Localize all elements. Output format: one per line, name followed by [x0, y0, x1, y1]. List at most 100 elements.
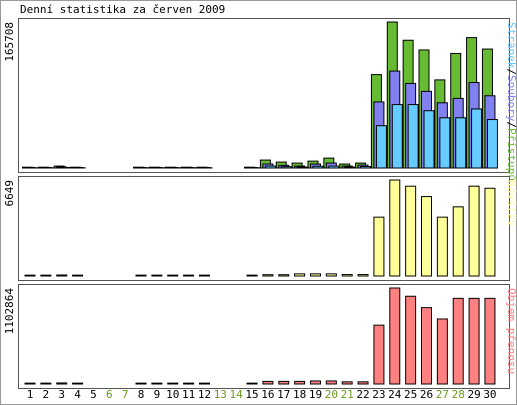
- bar: [471, 108, 483, 169]
- bar: [375, 125, 387, 169]
- x-tick-label: 6: [106, 388, 113, 401]
- bar: [484, 297, 496, 385]
- bar: [436, 216, 448, 277]
- x-tick-label: 4: [74, 388, 81, 401]
- bar: [341, 381, 353, 385]
- bar: [325, 380, 337, 385]
- x-tick-label: 1: [27, 388, 34, 401]
- bar: [294, 273, 306, 277]
- bar: [262, 380, 274, 385]
- bar: [246, 382, 258, 385]
- bar: [405, 185, 417, 277]
- bar: [389, 179, 401, 277]
- bar: [72, 274, 84, 277]
- bar: [468, 297, 480, 385]
- bar: [183, 382, 195, 385]
- bar: [405, 295, 417, 385]
- bar: [423, 110, 435, 169]
- bar: [280, 166, 292, 169]
- bar: [455, 117, 467, 169]
- x-tick-label: 26: [420, 388, 433, 401]
- x-tick-label: 27: [436, 388, 449, 401]
- bar: [421, 307, 432, 385]
- x-tick-label: 12: [198, 388, 211, 401]
- bar: [262, 274, 274, 277]
- x-tick-label: 24: [388, 388, 402, 401]
- legend-entry: Soubory: [505, 75, 517, 122]
- bar: [389, 287, 401, 385]
- bar: [391, 104, 403, 169]
- bar: [264, 165, 276, 169]
- bar: [56, 274, 68, 277]
- x-tick-label: 8: [138, 388, 145, 401]
- x-tick-label: 5: [90, 388, 97, 401]
- bar: [309, 273, 321, 277]
- legend: Stránek/Soubory/Přístupů: [505, 22, 517, 181]
- y-tick-label: 1102864: [3, 288, 16, 335]
- bar: [373, 324, 385, 385]
- legend-entry: Přístupů: [505, 128, 517, 181]
- bar: [24, 382, 36, 385]
- x-tick-label: 19: [309, 388, 322, 401]
- bar: [278, 274, 290, 277]
- x-tick-label: 11: [182, 388, 195, 401]
- legend: Objem přenosu: [505, 288, 517, 374]
- bar: [439, 117, 451, 169]
- bar: [278, 380, 290, 385]
- legend-entry: Objem přenosu: [505, 288, 517, 374]
- bar: [344, 166, 356, 169]
- bar: [436, 318, 448, 385]
- bar: [296, 166, 308, 169]
- x-tick-label: 22: [356, 388, 369, 401]
- bar: [373, 216, 385, 277]
- bar: [40, 274, 52, 277]
- bar: [294, 380, 306, 385]
- bar: [357, 381, 369, 385]
- bar: [198, 274, 210, 277]
- bar: [360, 166, 372, 169]
- bar: [452, 206, 464, 277]
- x-tick-label: 17: [277, 388, 290, 401]
- legend-separator: /: [505, 68, 517, 75]
- bar: [246, 274, 258, 277]
- bar: [325, 273, 337, 277]
- bar: [484, 187, 496, 277]
- x-tick-label: 3: [58, 388, 65, 401]
- bar: [151, 382, 163, 385]
- bar: [198, 382, 210, 385]
- bar: [341, 274, 353, 277]
- bar: [357, 274, 369, 277]
- bar: [312, 165, 324, 169]
- bar: [72, 382, 84, 385]
- bar: [452, 297, 464, 385]
- x-tick-label: 14: [230, 388, 244, 401]
- x-tick-label: 20: [325, 388, 338, 401]
- bar: [151, 274, 163, 277]
- bar: [167, 382, 179, 385]
- x-tick-label: 15: [245, 388, 258, 401]
- x-tick-label: 2: [43, 388, 50, 401]
- bar: [40, 382, 52, 385]
- x-tick-label: 16: [261, 388, 274, 401]
- x-tick-label: 7: [122, 388, 129, 401]
- y-tick-label: 165708: [3, 22, 16, 62]
- bar: [468, 185, 480, 277]
- bar: [167, 274, 179, 277]
- x-tick-label: 29: [467, 388, 480, 401]
- legend-separator: /: [505, 121, 517, 128]
- bar: [183, 274, 195, 277]
- bar: [309, 380, 321, 385]
- x-tick-label: 30: [483, 388, 496, 401]
- x-tick-label: 9: [154, 388, 161, 401]
- panel: [18, 176, 510, 281]
- x-tick-label: 21: [341, 388, 354, 401]
- bar: [24, 274, 36, 277]
- legend: Návštěv: [505, 180, 517, 227]
- x-tick-label: 23: [372, 388, 385, 401]
- x-tick-label: 13: [214, 388, 227, 401]
- x-tick-label: 18: [293, 388, 306, 401]
- legend-entry: Stránek: [505, 22, 517, 69]
- bar: [135, 274, 147, 277]
- x-tick-label: 28: [452, 388, 465, 401]
